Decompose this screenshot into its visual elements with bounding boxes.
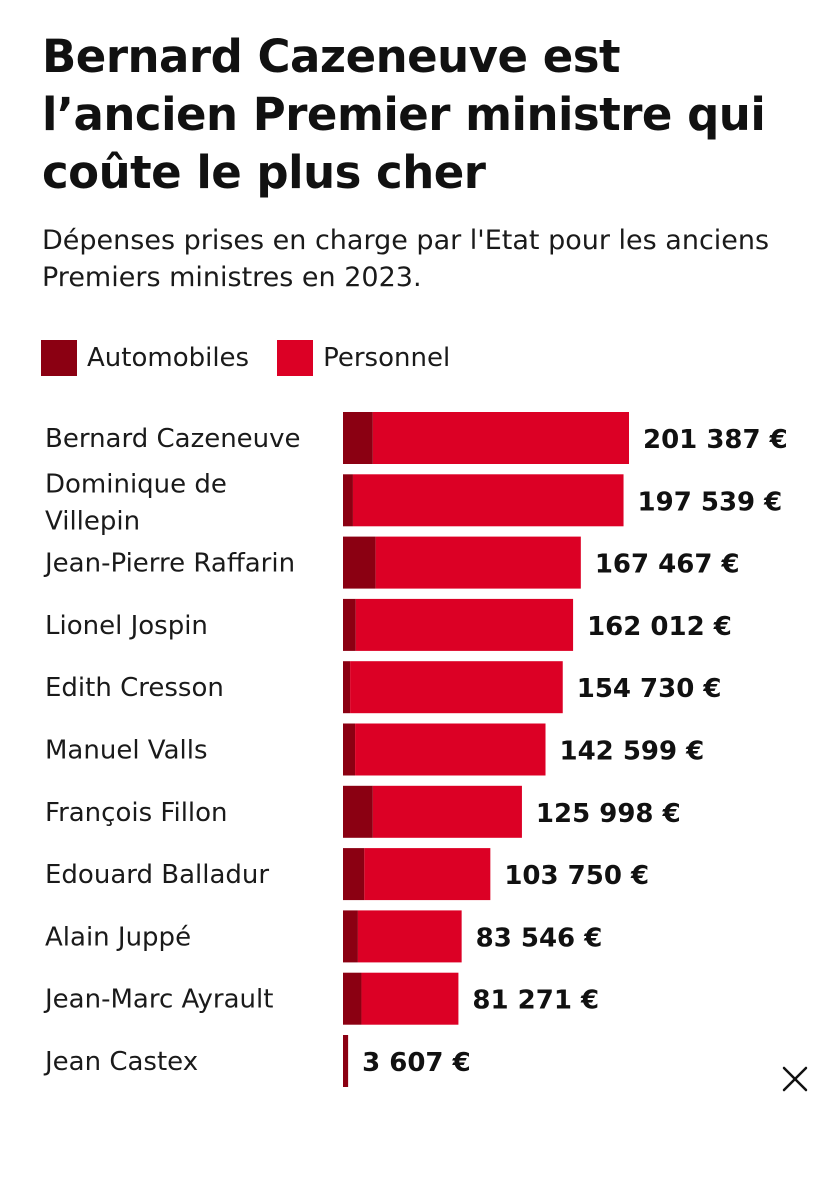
total-label-jean-pierre-raffarin: 167 467 €: [595, 550, 740, 580]
total-label-alain-juppe: 83 546 €: [476, 923, 603, 953]
category-label-bernard-cazeneuve: Bernard Cazeneuve: [45, 424, 301, 454]
legend: Automobiles Personnel: [41, 340, 478, 376]
bar-personnel-edith-cresson: [350, 661, 563, 714]
bar-automobiles-lionel-jospin: [343, 598, 356, 651]
total-label-manuel-valls: 142 599 €: [560, 737, 705, 767]
bar-automobiles-dominique-de-villepin: [343, 474, 353, 527]
total-label-jean-castex: 3 607 €: [362, 1048, 471, 1078]
chart-title: Bernard Cazeneuve est l’ancien Premier m…: [42, 30, 766, 199]
category-label-lionel-jospin: Lionel Jospin: [45, 611, 208, 641]
bar-automobiles-bernard-cazeneuve: [343, 412, 373, 464]
category-label-jean-castex: Jean Castex: [43, 1047, 198, 1077]
bar-personnel-edouard-balladur: [364, 848, 491, 901]
legend-label-automobiles: Automobiles: [87, 343, 250, 373]
bar-personnel-jean-marc-ayrault: [361, 972, 459, 1025]
bar-automobiles-edouard-balladur: [343, 848, 365, 901]
category-label-jean-pierre-raffarin: Jean-Pierre Raffarin: [43, 549, 295, 579]
total-label-lionel-jospin: 162 012 €: [587, 612, 732, 642]
bar-personnel-manuel-valls: [355, 723, 546, 776]
bar-automobiles-edith-cresson: [343, 661, 351, 714]
chart-subtitle: Dépenses prises en charge par l'Etat pou…: [42, 225, 770, 293]
bar-automobiles-francois-fillon: [343, 785, 373, 838]
legend-swatch-personnel: [277, 340, 314, 376]
category-label-alain-juppe: Alain Juppé: [45, 922, 191, 952]
bar-personnel-jean-pierre-raffarin: [375, 536, 581, 589]
total-label-dominique-de-villepin: 197 539 €: [638, 487, 783, 517]
total-label-edith-cresson: 154 730 €: [577, 674, 722, 704]
bar-chart: Bernard Cazeneuve 201 387 € Dominique de Vi…: [43, 412, 788, 1087]
bar-personnel-bernard-cazeneuve: [372, 412, 629, 464]
category-label-jean-marc-ayrault: Jean-Marc Ayrault: [43, 985, 273, 1015]
bar-personnel-lionel-jospin: [355, 598, 574, 651]
category-label-francois-fillon: François Fillon: [45, 798, 228, 828]
bar-personnel-dominique-de-villepin: [352, 474, 624, 527]
bar-automobiles-alain-juppe: [343, 910, 358, 963]
bar-personnel-francois-fillon: [372, 785, 522, 838]
category-label-manuel-valls: Manuel Valls: [45, 736, 208, 766]
bar-personnel-alain-juppe: [357, 910, 462, 963]
bar-automobiles-jean-pierre-raffarin: [343, 536, 376, 589]
total-label-jean-marc-ayrault: 81 271 €: [472, 986, 599, 1016]
category-label-dominique-de-villepin: Dominique de Villepin: [45, 469, 227, 536]
total-label-bernard-cazeneuve: 201 387 €: [643, 425, 788, 455]
category-label-edith-cresson: Edith Cresson: [45, 673, 224, 703]
legend-swatch-automobiles: [41, 340, 77, 376]
close-button[interactable]: [778, 1062, 812, 1096]
close-icon[interactable]: [778, 1062, 812, 1096]
category-label-edouard-balladur: Edouard Balladur: [45, 860, 269, 890]
legend-label-personnel: Personnel: [323, 343, 451, 373]
bar-automobiles-jean-castex: [343, 1035, 349, 1087]
total-label-francois-fillon: 125 998 €: [536, 799, 681, 829]
bar-automobiles-manuel-valls: [343, 723, 356, 776]
legend-item-automobiles: Automobiles: [41, 340, 249, 376]
legend-item-personnel: Personnel: [277, 340, 450, 376]
total-label-edouard-balladur: 103 750 €: [504, 861, 649, 891]
bar-automobiles-jean-marc-ayrault: [343, 972, 362, 1025]
